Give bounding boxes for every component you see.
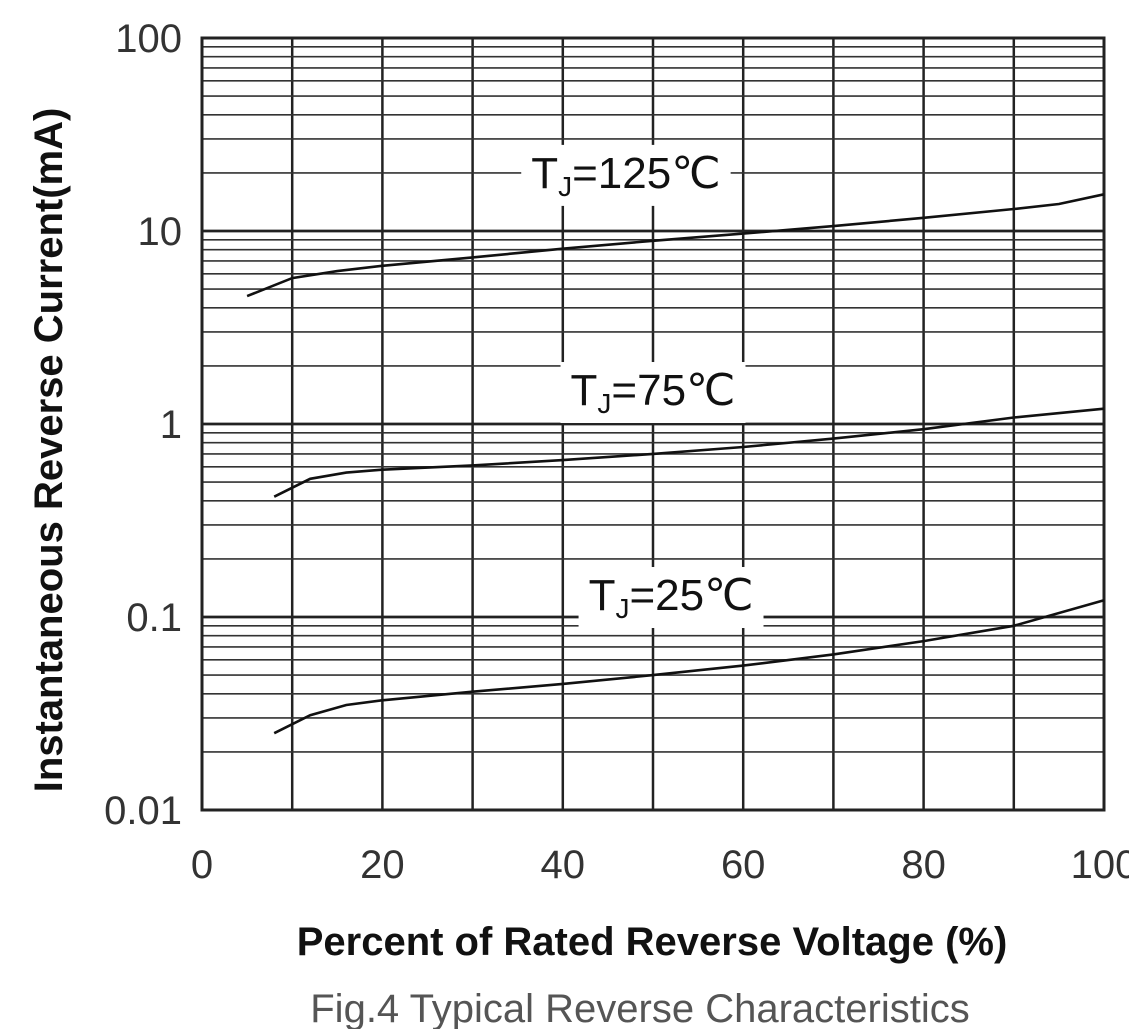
- y-tick-label: 0.1: [126, 596, 182, 640]
- plot-frame: [200, 36, 1106, 812]
- x-tick-label: 0: [191, 843, 213, 887]
- curve-line-1: [273, 407, 1105, 498]
- curve-line-0: [246, 193, 1105, 298]
- x-tick-labels: 0 20 40 60 80 100: [191, 843, 1129, 887]
- curve-label-text: TJ=125℃: [531, 149, 720, 202]
- x-tick-label: 20: [360, 843, 405, 887]
- figure-caption: Fig.4 Typical Reverse Characteristics: [310, 987, 970, 1029]
- curve-label-bg: [578, 567, 764, 629]
- x-tick-label: 40: [541, 843, 586, 887]
- x-tick-label: 80: [901, 843, 946, 887]
- y-tick-labels: 100 10 1 0.1 0.01: [104, 17, 182, 833]
- x-tick-label: 100: [1071, 843, 1129, 887]
- y-tick-label: 10: [138, 210, 183, 254]
- curves: [246, 193, 1105, 735]
- curve-label-2: TJ=25℃: [578, 567, 764, 629]
- y-axis-title: Instantaneous Reverse Current(mA): [27, 108, 71, 793]
- y-tick-label: 1: [160, 403, 182, 447]
- y-tick-label: 0.01: [104, 789, 182, 833]
- curve-labels: TJ=125℃ TJ=75℃ TJ=25℃: [521, 144, 764, 629]
- curve-label-text: TJ=25℃: [589, 571, 754, 624]
- y-tick-label: 100: [115, 17, 182, 61]
- curve-line-2: [273, 599, 1105, 735]
- x-axis-title: Percent of Rated Reverse Voltage (%): [297, 920, 1008, 964]
- curve-label-bg: [560, 362, 746, 424]
- curve-label-0: TJ=125℃: [521, 144, 731, 206]
- curve-label-1: TJ=75℃: [560, 362, 746, 424]
- x-tick-label: 60: [721, 843, 766, 887]
- curve-label-text: TJ=75℃: [571, 366, 736, 419]
- curve-label-bg: [521, 144, 731, 206]
